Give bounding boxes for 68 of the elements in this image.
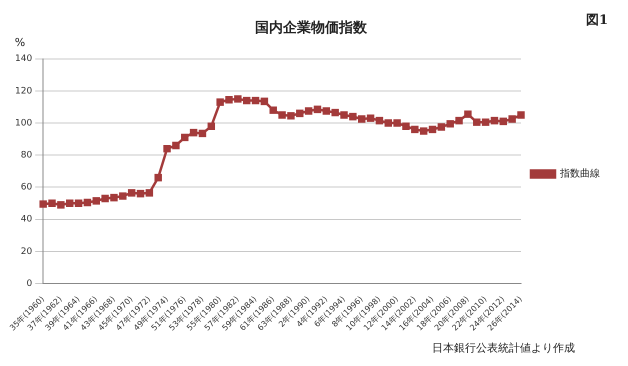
point	[84, 198, 92, 206]
point	[48, 200, 56, 208]
chart-title: 国内企業物価指数	[255, 20, 368, 36]
point	[366, 114, 374, 122]
point	[393, 119, 401, 127]
point	[278, 111, 286, 119]
point	[304, 107, 312, 115]
legend-label: 指数曲線	[559, 168, 600, 180]
y-tick-label: 140	[14, 54, 32, 64]
point	[349, 112, 357, 120]
point	[270, 106, 277, 114]
point	[172, 142, 180, 150]
point	[110, 194, 118, 202]
point	[411, 126, 419, 134]
point	[420, 127, 428, 135]
point	[57, 201, 65, 209]
y-tick-label: 40	[20, 214, 32, 225]
point	[119, 192, 127, 200]
point	[242, 96, 250, 104]
point	[331, 108, 339, 116]
point	[464, 110, 472, 118]
y-tick-label: 20	[20, 246, 32, 257]
point	[181, 134, 188, 142]
point	[66, 200, 74, 208]
point	[260, 98, 268, 106]
point	[154, 174, 162, 182]
point	[208, 122, 216, 130]
point	[455, 116, 463, 124]
point	[296, 110, 304, 118]
point	[314, 106, 322, 114]
point	[358, 115, 366, 123]
point	[252, 96, 260, 104]
point	[216, 98, 224, 106]
point	[146, 189, 154, 197]
point	[225, 96, 233, 104]
point	[163, 144, 171, 152]
point	[438, 123, 446, 131]
point	[190, 128, 198, 136]
y-tick-label: 100	[14, 118, 32, 128]
point	[136, 190, 144, 198]
point	[39, 200, 47, 208]
y-tick-label: 80	[20, 150, 32, 160]
point	[128, 189, 136, 197]
point	[384, 119, 392, 127]
point	[500, 118, 508, 126]
text: 日本銀行公表統計値より作成	[432, 341, 575, 354]
point	[234, 95, 242, 103]
y-tick-label: 0	[26, 278, 32, 289]
point	[508, 115, 516, 123]
point	[198, 130, 206, 138]
point	[376, 116, 384, 124]
point	[428, 126, 436, 134]
caption: 図1	[586, 12, 608, 28]
y-tick-label: 60	[20, 182, 32, 193]
y-tick-label: 120	[14, 86, 32, 96]
y-axis-title: %	[14, 36, 26, 50]
point	[482, 118, 490, 126]
point	[287, 112, 295, 120]
point	[473, 118, 480, 126]
point	[101, 194, 109, 202]
point	[446, 120, 454, 128]
point	[322, 107, 330, 115]
point	[490, 116, 498, 124]
point	[74, 200, 82, 208]
point	[340, 111, 348, 119]
point	[517, 111, 525, 119]
point	[92, 197, 100, 205]
point	[402, 122, 410, 130]
